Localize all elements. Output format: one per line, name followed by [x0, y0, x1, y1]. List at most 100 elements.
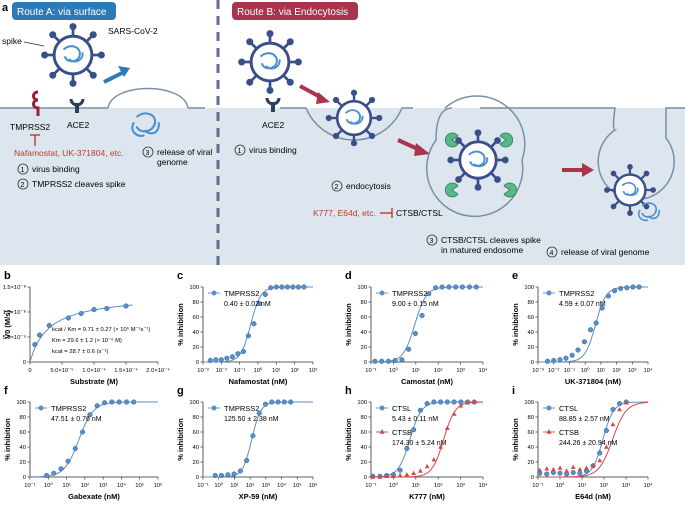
data-point-ctsb: [570, 464, 576, 470]
ic50-label-ctsb: 244.26 ± 20.94 nM: [559, 440, 617, 447]
data-point-ctsb: [537, 467, 543, 473]
legend-name-tmprss2: TMPRSS2: [51, 404, 86, 413]
y-tick-label: 100: [189, 285, 199, 291]
y-tick-label: 40: [361, 330, 367, 336]
y-tick-label: 60: [361, 315, 367, 321]
step-b3-line1: CTSB/CTSL cleaves spike: [441, 235, 541, 245]
x-axis-label: UK-371804 (nM): [565, 377, 622, 386]
y-tick-label: 80: [528, 415, 534, 421]
route-a-title: Route A: via surface: [17, 7, 107, 18]
data-point-tmprss2: [237, 468, 243, 474]
x-axis-label: E64d (nM): [575, 492, 611, 501]
sars-cov-2-virion-icon: [39, 21, 107, 89]
panel-a-schematic: a Route A: via surface Route B: via Endo…: [0, 0, 685, 265]
data-point: [78, 310, 84, 317]
data-point-ctsb: [370, 474, 376, 479]
ic50-label-tmprss2: 4.59 ± 0.07 nM: [559, 301, 606, 308]
x-tick-label: 2.0×10⁻⁴: [146, 367, 170, 374]
x-tick-label: 10⁻¹: [564, 368, 576, 374]
y-tick-label: 5.0×10⁻⁹: [3, 334, 27, 341]
y-tick-label: 1.0×10⁻⁸: [3, 309, 27, 316]
y-tick-label: 0: [23, 475, 26, 481]
chart-c: c Nafamostat (nM) % inhibition 10⁻³ 10⁻² 10⁻¹…: [176, 270, 317, 386]
legend-name-tmprss2: TMPRSS2: [224, 289, 259, 298]
data-point-tmprss2: [225, 472, 231, 478]
y-tick-label: 40: [528, 445, 534, 451]
x-tick-label: 1.5×10⁻⁴: [114, 367, 138, 374]
data-point-ctsl: [397, 467, 403, 473]
x-tick-label: 10¹: [272, 368, 280, 374]
data-point-ctsb: [544, 466, 550, 471]
x-tick-label: 10⁻²: [216, 368, 228, 374]
data-point-tmprss2: [273, 284, 279, 290]
y-tick-label: 0: [196, 360, 199, 366]
y-tick-label: 20: [193, 460, 199, 466]
legend-name-tmprss2: TMPRSS2: [224, 404, 259, 413]
tmprss2-label: TMPRSS2: [10, 122, 50, 132]
y-tick-label: 100: [524, 400, 534, 406]
y-tick-label: 20: [20, 460, 26, 466]
data-point-ctsb: [384, 473, 390, 479]
x-tick-label: 10⁴: [479, 482, 488, 489]
data-point-tmprss2: [213, 357, 219, 363]
data-point-ctsb: [557, 465, 563, 470]
x-tick-label: 10⁻¹: [532, 483, 544, 489]
x-tick-label: 10⁻¹: [234, 368, 246, 374]
virion-in-endosome-icon: [445, 127, 511, 193]
data-point-ctsl: [617, 400, 623, 407]
chart-f: f Gabexate (nM) % inhibition 10⁻¹ 10⁰ 10¹ 10² 1…: [3, 385, 163, 501]
y-tick-label: 100: [524, 285, 534, 291]
y-axis-label: V0 (M/s): [3, 310, 12, 339]
step-b4-number: 4: [550, 250, 554, 257]
ic50-label-ctsb: 174.30 ± 5.24 nM: [392, 440, 447, 447]
release-a-line2: genome: [157, 157, 188, 167]
data-point-ctsb: [590, 463, 596, 468]
x-tick-label: 10⁵: [293, 482, 302, 489]
fit-curve-ctsb: [371, 401, 483, 478]
y-tick-label: 0: [23, 360, 26, 366]
route-b-arrow-1-head: [316, 92, 330, 104]
step-b1-text: virus binding: [249, 145, 297, 155]
legend-name-ctsl: CTSL: [392, 404, 411, 413]
x-tick-label: 10⁴: [277, 482, 286, 489]
step-a2-number: 2: [21, 182, 25, 189]
data-point-tmprss2: [281, 399, 287, 405]
y-tick-label: 40: [193, 445, 199, 451]
data-point-tmprss2: [379, 358, 385, 364]
data-point-tmprss2: [453, 284, 459, 290]
data-point-ctsb: [451, 411, 457, 416]
data-point-tmprss2: [446, 284, 452, 290]
data-point-ctsb: [597, 457, 603, 463]
step-a1-circle: [17, 163, 29, 175]
x-tick-label: 10²: [81, 483, 89, 489]
x-tick-label: 10⁰: [254, 367, 263, 374]
x-tick-label: 5.0×10⁻⁵: [50, 367, 74, 374]
data-point-ctsl: [570, 469, 576, 476]
data-point-ctsb: [550, 466, 556, 472]
x-tick-label: 10¹: [597, 368, 605, 374]
x-tick-label: 10⁶: [309, 482, 318, 489]
step-b3-circle: [426, 234, 438, 246]
y-tick-label: 1.5×10⁻⁸: [3, 284, 27, 291]
data-point-ctsb: [617, 406, 623, 412]
y-tick-label: 20: [193, 345, 199, 351]
data-point-tmprss2: [268, 285, 274, 291]
data-point: [37, 332, 43, 338]
inhibitors-route-a: Nafamostat, UK-371804, etc.: [14, 148, 124, 158]
spike-label: spike: [2, 36, 22, 46]
tmprss2-protease-icon: [32, 90, 40, 116]
data-point-tmprss2: [593, 320, 599, 326]
route-a-arrow-shaft: [103, 70, 125, 84]
y-tick-label: 80: [193, 300, 199, 306]
y-tick-label: 0: [196, 475, 199, 481]
virion-binding-b-icon: [236, 28, 304, 96]
y-tick-label: 40: [193, 330, 199, 336]
data-point: [91, 306, 97, 313]
step-b2-circle: [331, 180, 343, 192]
data-point-ctsb: [424, 463, 430, 469]
data-point-tmprss2: [218, 472, 225, 479]
panel-letter-a: a: [2, 2, 9, 14]
data-point-ctsb: [623, 400, 629, 405]
data-point-tmprss2: [256, 410, 262, 416]
